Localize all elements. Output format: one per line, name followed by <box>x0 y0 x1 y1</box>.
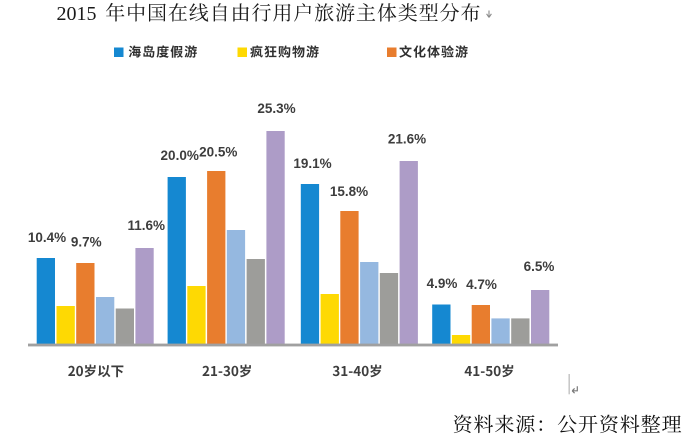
svg-text:11.6%: 11.6% <box>128 218 166 233</box>
svg-text:20.5%: 20.5% <box>199 145 237 160</box>
svg-text:9.7%: 9.7% <box>71 235 102 250</box>
svg-text:19.1%: 19.1% <box>293 156 331 171</box>
svg-text:4.9%: 4.9% <box>427 276 458 291</box>
svg-text:4.7%: 4.7% <box>466 277 497 292</box>
svg-text:15.8%: 15.8% <box>330 184 368 199</box>
svg-text:21.6%: 21.6% <box>388 132 426 147</box>
svg-text:2015: 2015 <box>57 3 97 25</box>
svg-text:6.5%: 6.5% <box>524 259 555 274</box>
svg-text:10.4%: 10.4% <box>28 230 66 245</box>
svg-text:25.3%: 25.3% <box>257 101 295 116</box>
svg-text:20.0%: 20.0% <box>161 148 199 163</box>
